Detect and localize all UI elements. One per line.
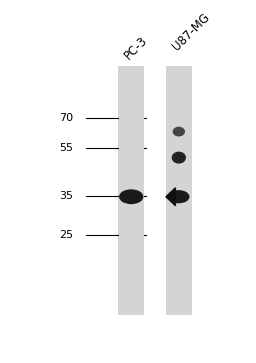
Text: 35: 35 (60, 191, 74, 201)
Ellipse shape (169, 191, 189, 203)
Ellipse shape (173, 127, 184, 136)
Ellipse shape (172, 152, 185, 163)
Polygon shape (166, 188, 175, 206)
Text: PC-3: PC-3 (122, 33, 150, 62)
Ellipse shape (120, 190, 143, 203)
Text: 70: 70 (60, 113, 74, 123)
Bar (118, 66, 144, 315)
Bar (166, 66, 192, 315)
Text: 55: 55 (60, 143, 74, 154)
Text: U87-MG: U87-MG (170, 11, 212, 53)
Text: 25: 25 (60, 230, 74, 240)
